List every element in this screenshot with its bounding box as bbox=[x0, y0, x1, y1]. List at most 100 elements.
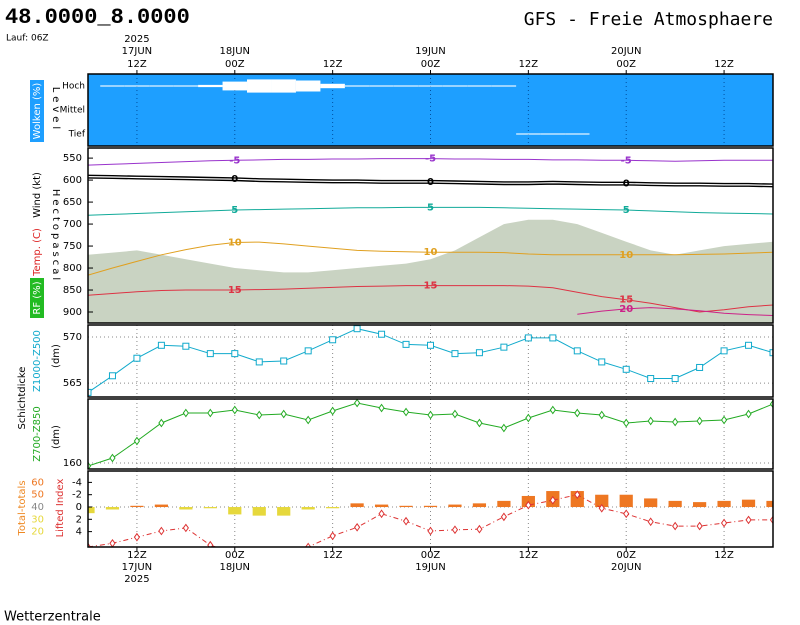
isotherm-label: 10 bbox=[619, 250, 633, 261]
bar bbox=[399, 505, 413, 508]
marker bbox=[451, 350, 459, 358]
marker bbox=[256, 410, 263, 420]
isotherm bbox=[88, 158, 773, 166]
cloud-cover bbox=[491, 85, 517, 87]
bottom-date-label: 17JUN bbox=[122, 562, 152, 573]
top-time-label: 00Z bbox=[225, 59, 245, 70]
marker bbox=[696, 416, 703, 426]
y-tick-label: 60 bbox=[31, 477, 44, 488]
footer: Wetterzentrale bbox=[4, 610, 101, 625]
marker bbox=[329, 406, 336, 416]
li-marker bbox=[623, 509, 630, 519]
cloud-cover bbox=[271, 79, 296, 93]
z500-label: Z1000-Z500 bbox=[32, 330, 43, 392]
cloud-cover bbox=[467, 85, 492, 87]
cloud-cover bbox=[124, 85, 150, 87]
y-tick-label: 900 bbox=[63, 307, 82, 318]
bar bbox=[766, 500, 773, 508]
bar bbox=[423, 505, 438, 508]
bar bbox=[301, 507, 315, 510]
bar bbox=[497, 500, 511, 508]
bar bbox=[472, 503, 487, 508]
bar bbox=[668, 500, 682, 508]
isotherm-label: 15 bbox=[619, 295, 633, 306]
pressure-ylabel: Hectopascal bbox=[50, 189, 61, 283]
li-label: Lifted Index bbox=[55, 479, 66, 538]
bottom-time-label: 00Z bbox=[421, 550, 441, 561]
bar bbox=[203, 507, 217, 509]
li-marker bbox=[451, 525, 459, 535]
y2-tick-label: 0 bbox=[76, 502, 82, 513]
isotherm-label: 5 bbox=[231, 205, 238, 216]
marker bbox=[720, 347, 728, 355]
cloud-cover bbox=[295, 80, 321, 92]
isotherm-label: 10 bbox=[228, 238, 242, 249]
cloud-cover bbox=[198, 84, 223, 88]
bar bbox=[644, 498, 658, 508]
marker bbox=[720, 415, 728, 425]
li-marker bbox=[402, 516, 410, 526]
isotherm-label: 0 bbox=[427, 177, 434, 188]
marker bbox=[549, 334, 557, 342]
marker bbox=[402, 407, 410, 417]
cloud-cover bbox=[222, 81, 248, 91]
isotherm bbox=[577, 307, 773, 316]
panel-frame bbox=[87, 147, 774, 324]
li-marker bbox=[305, 542, 312, 547]
li-marker bbox=[476, 524, 483, 534]
marker bbox=[574, 408, 581, 418]
temp-label: Temp. (C) bbox=[32, 228, 43, 277]
y-tick-label: 50 bbox=[31, 490, 44, 501]
li-marker bbox=[745, 515, 752, 525]
y2-tick-label: -4 bbox=[72, 477, 82, 488]
marker bbox=[133, 354, 141, 362]
li-marker bbox=[427, 526, 434, 536]
marker bbox=[353, 399, 361, 408]
li-marker bbox=[500, 512, 508, 522]
li-marker bbox=[281, 553, 286, 560]
bar bbox=[105, 507, 120, 510]
isotherm-label: 0 bbox=[623, 179, 630, 190]
isotherm-label: -5 bbox=[425, 154, 436, 165]
marker bbox=[524, 334, 532, 342]
y-tick-label: 650 bbox=[63, 197, 82, 208]
y2-tick-label: -2 bbox=[72, 490, 82, 501]
cloud-ylabel: Wolken (%) bbox=[32, 83, 43, 140]
rh-label: RF (%) bbox=[32, 281, 43, 314]
marker bbox=[158, 418, 165, 428]
panel bbox=[88, 325, 773, 397]
bar bbox=[252, 507, 266, 516]
tt-label: Total-totals bbox=[17, 480, 28, 536]
marker bbox=[402, 340, 410, 348]
top-time-label: 12Z bbox=[519, 59, 539, 70]
bar bbox=[741, 499, 756, 508]
bar bbox=[448, 504, 462, 508]
z850-label: Z700-Z850 bbox=[32, 406, 43, 461]
cloud-cover bbox=[320, 83, 345, 89]
y-tick-label: 850 bbox=[63, 285, 82, 296]
thickness-title: Schichtdicke bbox=[17, 367, 28, 430]
marker bbox=[378, 330, 386, 338]
marker bbox=[745, 341, 753, 349]
cloud-cover bbox=[516, 133, 541, 135]
li-marker bbox=[574, 490, 581, 500]
bar bbox=[88, 507, 95, 514]
marker bbox=[500, 343, 508, 351]
marker bbox=[671, 375, 679, 383]
marker bbox=[475, 349, 483, 357]
marker bbox=[525, 413, 532, 423]
y-tick-label: 565 bbox=[63, 378, 82, 389]
cloud-cover bbox=[369, 85, 394, 87]
marker bbox=[598, 410, 605, 420]
cloud-level-label: Tief bbox=[68, 130, 86, 140]
bar bbox=[374, 504, 389, 508]
cloud-cover bbox=[100, 85, 125, 87]
bar bbox=[350, 503, 364, 508]
marker bbox=[696, 363, 704, 371]
marker bbox=[329, 336, 337, 344]
marker bbox=[133, 436, 141, 446]
li-marker bbox=[525, 500, 532, 510]
marker bbox=[647, 375, 655, 383]
